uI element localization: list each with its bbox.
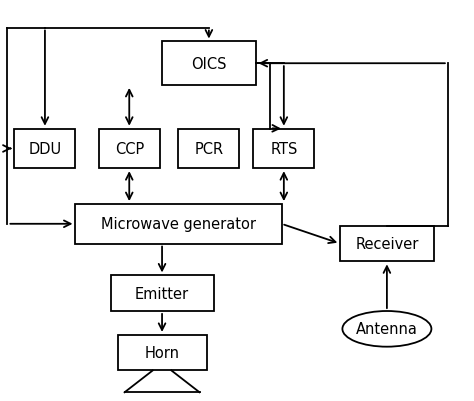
Text: Antenna: Antenna: [356, 322, 418, 336]
Bar: [110, 275, 214, 311]
Bar: [162, 43, 256, 86]
Text: Horn: Horn: [145, 345, 180, 360]
Text: PCR: PCR: [194, 142, 223, 156]
Ellipse shape: [342, 311, 431, 347]
Text: OICS: OICS: [191, 57, 227, 71]
Bar: [75, 205, 282, 244]
Bar: [340, 226, 434, 262]
Text: Receiver: Receiver: [355, 237, 419, 251]
Bar: [15, 129, 75, 169]
Bar: [178, 129, 239, 169]
Bar: [254, 129, 314, 169]
Text: RTS: RTS: [270, 142, 298, 156]
Text: CCP: CCP: [115, 142, 144, 156]
Text: DDU: DDU: [28, 142, 62, 156]
Bar: [99, 129, 160, 169]
Text: Emitter: Emitter: [135, 286, 189, 301]
Bar: [118, 335, 207, 371]
Text: Microwave generator: Microwave generator: [101, 217, 256, 232]
